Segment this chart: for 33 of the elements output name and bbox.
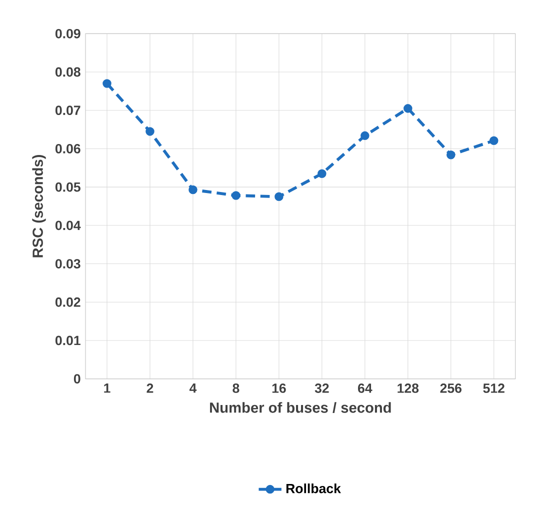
x-axis-title: Number of buses / second [210, 402, 391, 414]
point [360, 131, 370, 140]
point [318, 169, 326, 178]
x-tick-label: 512 [483, 384, 504, 393]
point [274, 192, 284, 202]
x-tick-label: 64 [358, 384, 372, 393]
point [489, 136, 498, 146]
point [232, 191, 240, 200]
y-tick-label: 0.07 [55, 106, 80, 116]
y-tick-label: 0 [74, 374, 80, 384]
x-tick-label: 256 [440, 384, 462, 393]
x-tick-label: 4 [189, 384, 197, 393]
y-tick-label: 0.08 [55, 67, 80, 77]
x-tick-label: 128 [398, 384, 419, 393]
point [102, 79, 112, 88]
x-tick-label: 2 [146, 384, 154, 393]
point [188, 185, 198, 194]
y-tick-label: 0.09 [55, 29, 80, 38]
x-tick-label: 8 [232, 384, 240, 393]
y-tick-label: 0.03 [55, 259, 80, 269]
y-axis-title: RSC (seconds) [32, 155, 46, 258]
point [146, 127, 154, 136]
x-tick-label: 32 [314, 384, 329, 393]
y-tick-label: 0.01 [55, 336, 80, 346]
y-tick-label: 0.04 [55, 220, 81, 230]
y-tick-label: 0.02 [55, 297, 80, 307]
y-tick-label: 0.05 [55, 182, 80, 192]
point [446, 150, 456, 160]
x-tick-label: 1 [104, 384, 110, 393]
x-tick-label: 16 [272, 384, 286, 393]
legend-label: Rollback [286, 484, 341, 494]
point [404, 104, 412, 113]
y-tick-label: 0.06 [55, 144, 80, 154]
